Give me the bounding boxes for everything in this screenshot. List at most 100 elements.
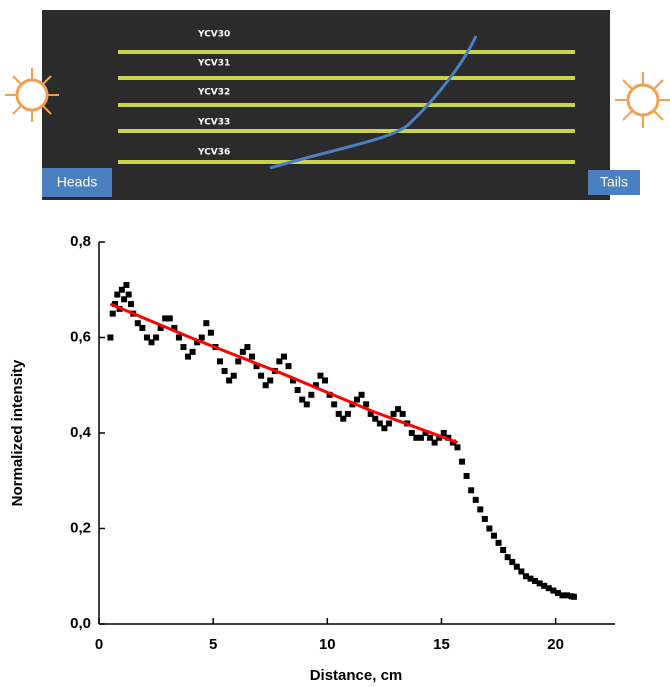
data-point [358,391,365,398]
data-point [276,358,283,365]
data-point [344,410,351,417]
data-point [413,434,420,441]
x-tick-label: 5 [209,636,217,653]
data-point [171,324,178,331]
data-point [308,391,315,398]
data-point [253,363,260,370]
data-point [166,315,173,322]
data-point [395,406,402,413]
data-point [290,377,297,384]
rod-label: YCV31 [197,59,230,69]
blue-curve [269,35,478,170]
data-point [500,546,507,553]
data-point [121,296,128,303]
data-point [125,291,132,298]
rod-label: YCV32 [197,88,230,98]
data-point [262,382,269,389]
data-point [118,286,125,293]
data-point [367,410,374,417]
data-point [481,515,488,522]
tails-box [588,170,640,195]
data-point [363,401,370,408]
data-point [239,348,246,355]
data-point [148,339,155,346]
data-point [162,315,169,322]
data-point [550,587,557,594]
data-point [280,353,287,360]
data-point [322,377,329,384]
data-point [486,525,493,532]
data-point [230,372,237,379]
data-point [532,578,539,585]
x-tick-label: 15 [433,636,450,653]
data-point [235,358,242,365]
x-tick-label: 0 [95,636,103,653]
data-point [427,434,434,441]
data-point [477,506,484,513]
data-point [109,310,116,317]
data-point [331,401,338,408]
x-axis-title: Distance, cm [310,667,403,684]
y-tick-label: 0,0 [70,615,91,632]
data-point [440,430,447,436]
data-point [376,420,383,427]
heads-box [42,168,112,197]
data-point [185,353,192,360]
data-point [226,377,233,384]
data-point [449,439,456,446]
data-point [559,592,566,599]
data-point [536,580,543,587]
data-point [285,363,292,370]
data-point [372,415,379,422]
y-tick-label: 0,6 [70,328,91,345]
fit-line [109,302,458,444]
data-point [111,301,118,308]
y-tick-label: 0,4 [70,424,92,441]
data-point [504,554,511,561]
data-point [107,334,114,341]
data-point [294,387,301,394]
data-point [527,575,534,582]
data-point [408,430,415,436]
heads-label: Heads [57,174,97,190]
data-point [299,396,306,403]
data-point [354,396,360,403]
sun-right [615,72,670,128]
data-point [335,410,342,417]
data-point [472,496,479,503]
rod-label: YCV33 [197,118,230,128]
data-point [143,334,150,341]
data-point [431,439,438,446]
rod-label: YCV36 [197,148,230,158]
sun-left [5,68,59,122]
data-point [381,425,388,432]
data-point [417,434,424,441]
data-point [139,324,146,331]
data-point [258,372,265,379]
data-point [518,568,525,575]
data-point [123,281,130,288]
data-point [114,291,121,298]
x-tick-label: 10 [319,636,336,653]
data-point [312,382,319,389]
data-point [317,372,324,379]
data-point [454,444,461,451]
data-point [522,573,529,580]
data-point [468,487,475,494]
data-point [303,401,310,408]
tails-label: Tails [600,174,628,190]
y-tick-label: 0,2 [70,519,91,536]
data-point [153,334,160,341]
data-point [385,420,392,427]
data-point [436,434,443,441]
data-point [244,344,251,351]
data-point [390,410,397,417]
photo: YCV30 YCV31 YCV32 YCV33 YCV36 Heads Tail… [5,10,670,200]
data-point [513,563,520,570]
data-point [189,348,196,355]
data-point [495,539,502,546]
data-point [422,430,429,436]
data-point [570,593,577,600]
data-point [554,589,561,596]
